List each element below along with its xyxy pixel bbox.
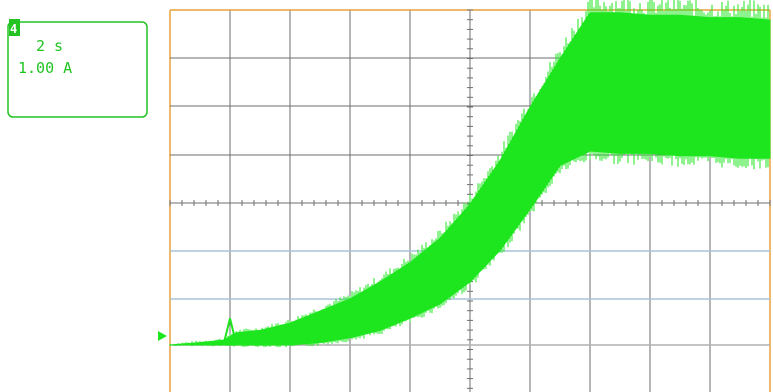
- scale-readout: 1.00 A: [18, 59, 72, 77]
- readout-box: [7, 21, 148, 118]
- channel-badge: [9, 19, 20, 36]
- trace-noise: [169, 0, 769, 348]
- channel-number: 4: [10, 22, 17, 36]
- timebase-readout: 2 s: [36, 37, 63, 55]
- ground-marker: [158, 331, 167, 341]
- trace: [169, 0, 771, 348]
- channel-readout: 4 2 s 1.00 A: [7, 19, 148, 118]
- trace-spike: [223, 318, 237, 343]
